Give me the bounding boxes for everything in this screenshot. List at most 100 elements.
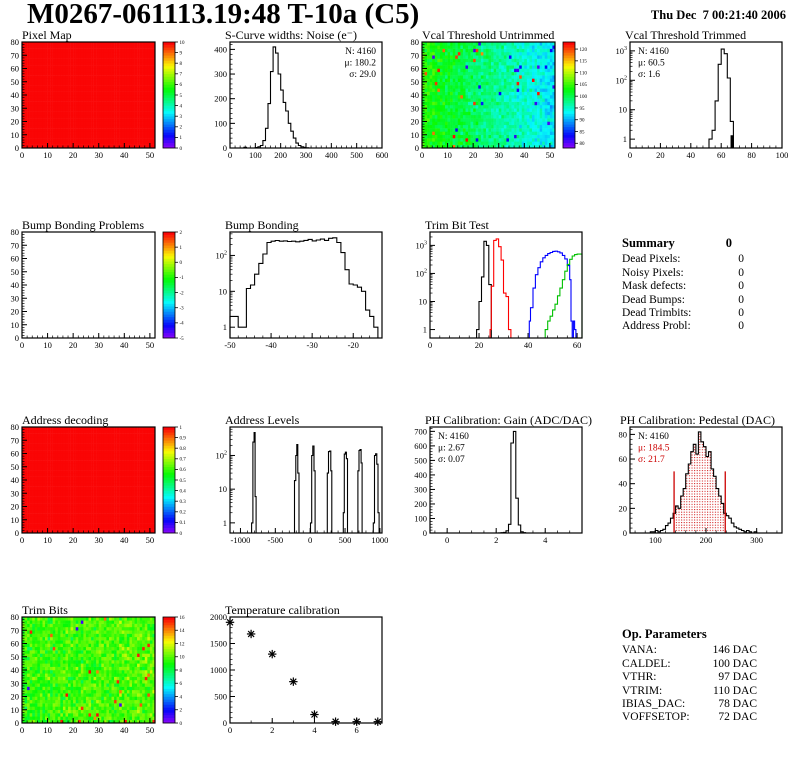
plot-title: PH Calibration: Gain (ADC/DAC) <box>425 413 592 427</box>
svg-text:0: 0 <box>415 143 419 153</box>
summary-row: Address Probl: 0 <box>622 320 744 333</box>
svg-text:20: 20 <box>11 117 20 127</box>
svg-text:70: 70 <box>11 50 20 60</box>
svg-text:10: 10 <box>619 105 628 115</box>
svg-text:0: 0 <box>180 147 183 152</box>
plot-trim-bit-test: Trim Bit Test 0 20 40 60 1 10 102 103 <box>400 218 599 380</box>
op-parameter-row: VTHR: 97 DAC <box>622 671 757 684</box>
svg-text:9: 9 <box>180 51 183 56</box>
plot-temperature-calibration: Temperature calibration 0 2 4 6 0 500 1000 1500… <box>200 603 399 765</box>
svg-text:40: 40 <box>120 150 129 160</box>
svg-text:60: 60 <box>573 340 582 350</box>
svg-text:60: 60 <box>11 64 20 74</box>
svg-text:100: 100 <box>249 150 262 160</box>
svg-text:40: 40 <box>520 150 529 160</box>
summary-row: Dead Trimbits: 0 <box>622 307 744 320</box>
plot-bump-bonding: Bump Bonding -50 -40 -30 -20 1 10 102 <box>200 218 399 380</box>
op-label: CALDEL: <box>622 657 671 670</box>
svg-text:10: 10 <box>43 340 52 350</box>
plot-scurve-noise: S-Curve widths: Noise (e⁻) 0 100 200 300 400… <box>200 28 399 190</box>
svg-text:95: 95 <box>580 107 586 112</box>
summary-row: Mask defects: 0 <box>622 280 744 293</box>
op-value: 110 DAC <box>713 684 757 697</box>
bump-bonding-chart: Bump Bonding -50 -40 -30 -20 1 10 102 <box>216 218 383 350</box>
summary-value: 0 <box>738 320 744 333</box>
svg-text:40: 40 <box>524 340 533 350</box>
op-label: IBIAS_DAC: <box>622 698 686 711</box>
svg-text:0: 0 <box>223 143 227 153</box>
svg-text:85: 85 <box>580 130 586 135</box>
op-label: VTHR: <box>622 671 657 684</box>
trim-bits-chart: Trim Bits 0 10 20 30 40 500102030405060708002… <box>11 603 186 735</box>
svg-text:600: 600 <box>376 150 389 160</box>
svg-text:N: 4160: N: 4160 <box>345 47 376 57</box>
svg-text:0: 0 <box>428 340 432 350</box>
svg-text:50: 50 <box>11 77 20 87</box>
svg-text:10: 10 <box>411 130 420 140</box>
svg-text:80: 80 <box>580 142 586 147</box>
summary-label: Dead Bumps: <box>622 293 685 306</box>
svg-text:1: 1 <box>180 136 183 141</box>
svg-text:7: 7 <box>180 73 183 78</box>
svg-text:103: 103 <box>616 46 628 56</box>
op-value: 146 DAC <box>712 644 757 657</box>
svg-text:90: 90 <box>580 119 586 124</box>
svg-text:100: 100 <box>776 150 789 160</box>
summary-label: Dead Trimbits: <box>622 307 692 320</box>
trim-bit-test-chart: Trim Bit Test 0 20 40 60 1 10 102 103 <box>416 218 583 350</box>
svg-text:10: 10 <box>219 286 228 296</box>
plot-title: Bump Bonding <box>225 218 299 232</box>
summary-panel: Summary 0 Dead Pixels: 0 Noisy Pixels: 0 M… <box>622 236 744 334</box>
svg-text:10: 10 <box>180 41 186 46</box>
plot-title: PH Calibration: Pedestal (DAC) <box>620 413 775 427</box>
op-parameters-title-row: Op. Parameters <box>622 627 757 641</box>
summary-label: Dead Pixels: <box>622 253 681 266</box>
svg-text:20: 20 <box>411 117 420 127</box>
svg-text:1: 1 <box>223 322 227 332</box>
svg-text:110: 110 <box>580 71 588 76</box>
svg-text:20: 20 <box>475 340 484 350</box>
svg-text:50: 50 <box>11 267 20 277</box>
svg-text:0: 0 <box>228 150 232 160</box>
plot-address-levels: Address Levels -1000 -500 0 500 1000 1 10 102 <box>200 413 399 575</box>
plot-vcal-untrimmed: Vcal Threshold Untrimmed 0 10 20 30 40 50 0 10 2… <box>400 28 599 190</box>
svg-text:2: 2 <box>180 231 183 236</box>
svg-text:5: 5 <box>180 94 183 99</box>
pixel-map-chart: Pixel Map 0 10 20 30 40 500102030405060708001… <box>11 28 186 160</box>
summary-title: Summary <box>622 236 675 250</box>
summary-value: 0 <box>738 266 744 279</box>
svg-text:103: 103 <box>416 240 428 250</box>
svg-text:3: 3 <box>180 115 183 120</box>
scurve-noise-chart: S-Curve widths: Noise (e⁻) 0 100 200 300 400… <box>214 28 389 160</box>
svg-text:0: 0 <box>628 150 632 160</box>
svg-text:200: 200 <box>274 150 287 160</box>
svg-text:20: 20 <box>69 340 78 350</box>
svg-text:40: 40 <box>687 150 696 160</box>
svg-text:-3: -3 <box>180 307 185 312</box>
plot-title: Address Levels <box>225 413 300 427</box>
svg-text:1: 1 <box>180 246 183 251</box>
svg-text:μ: 180.2: μ: 180.2 <box>345 59 377 69</box>
svg-text:105: 105 <box>580 83 588 88</box>
op-value: 78 DAC <box>718 698 757 711</box>
svg-text:N: 4160: N: 4160 <box>638 47 669 57</box>
svg-text:-30: -30 <box>306 340 317 350</box>
svg-text:10: 10 <box>11 320 20 330</box>
svg-text:115: 115 <box>580 60 588 65</box>
svg-text:30: 30 <box>94 150 103 160</box>
svg-text:120: 120 <box>580 48 588 53</box>
plot-ph-pedestal: PH Calibration: Pedestal (DAC) 100 200 300… <box>600 413 796 575</box>
svg-text:50: 50 <box>146 150 155 160</box>
svg-text:300: 300 <box>214 69 227 79</box>
svg-text:2: 2 <box>180 126 183 131</box>
op-label: VANA: <box>622 644 657 657</box>
plot-trim-bits: Trim Bits 0 10 20 30 40 50 0 10 20 30 40 50 60 70 80 0 2… <box>0 603 199 765</box>
svg-text:10: 10 <box>43 150 52 160</box>
svg-text:20: 20 <box>469 150 478 160</box>
summary-row: Dead Pixels: 0 <box>622 253 744 266</box>
summary-label: Mask defects: <box>622 280 687 293</box>
svg-text:30: 30 <box>494 150 503 160</box>
plot-title: Bump Bonding Problems <box>22 218 144 232</box>
op-parameter-row: VOFFSETOP: 72 DAC <box>622 711 757 724</box>
